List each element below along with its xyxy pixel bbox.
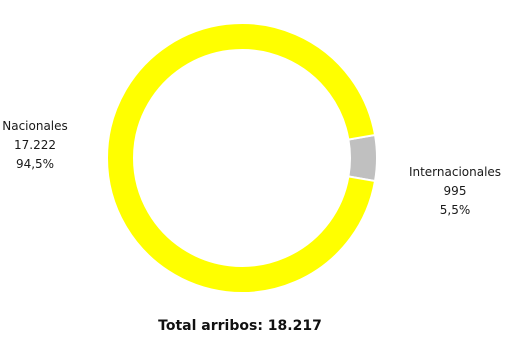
donut-slice-nacionales (106, 22, 377, 294)
slice-label-internacionales-percent: 5,5% (440, 203, 471, 217)
slice-label-nacionales-value: 17.222 (14, 138, 56, 152)
slice-label-internacionales-name: Internacionales (409, 165, 501, 179)
total-arrivals-label: Total arribos: 18.217 (158, 318, 322, 334)
slice-label-nacionales-name: Nacionales (2, 119, 68, 133)
labels-layer: Nacionales 17.222 94,5% Internacionales … (2, 119, 501, 217)
slices-layer (106, 22, 378, 294)
slice-label-internacionales-value: 995 (444, 184, 467, 198)
slice-label-nacionales-percent: 94,5% (16, 157, 54, 171)
donut-slice-internacionales (347, 133, 378, 183)
